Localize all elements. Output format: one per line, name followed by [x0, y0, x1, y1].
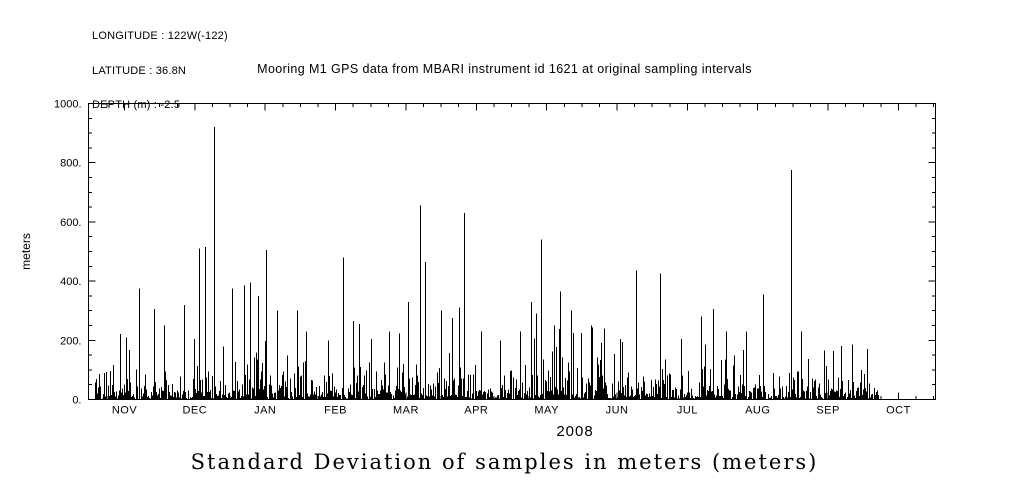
x-tick-label: JAN	[254, 405, 276, 417]
y-tick-label: 1000.	[54, 99, 82, 111]
x-tick-label: MAY	[534, 405, 559, 417]
x-tick-label: FEB	[324, 405, 347, 417]
x-tick-label: APR	[464, 405, 488, 417]
axis-ticks	[88, 103, 936, 400]
data-series	[95, 127, 881, 400]
y-tick-label: 0.	[72, 395, 81, 407]
x-tick-label: MAR	[393, 405, 419, 417]
x-tick-label: AUG	[745, 405, 770, 417]
x-axis-year-label: 2008	[556, 423, 594, 440]
x-tick-label: NOV	[112, 405, 138, 417]
figure-caption: Standard Deviation of samples in meters …	[190, 450, 819, 474]
x-tick-label: SEP	[816, 405, 840, 417]
x-tick-label: JUN	[606, 405, 629, 417]
y-tick-label: 800.	[60, 158, 81, 170]
header-latitude: LATITUDE : 36.8N	[92, 64, 187, 77]
x-tick-label: OCT	[886, 405, 911, 417]
chart-title: Mooring M1 GPS data from MBARI instrumen…	[257, 62, 752, 76]
y-axis-label: meters	[19, 233, 33, 270]
y-tick-label: 200.	[60, 335, 81, 347]
plot-border	[88, 103, 936, 400]
y-tick-label: 400.	[60, 276, 81, 288]
header-longitude: LONGITUDE : 122W(-122)	[92, 30, 228, 42]
x-tick-label: DEC	[182, 405, 207, 417]
x-tick-label: JUL	[677, 405, 698, 417]
y-tick-label: 600.	[60, 217, 81, 229]
